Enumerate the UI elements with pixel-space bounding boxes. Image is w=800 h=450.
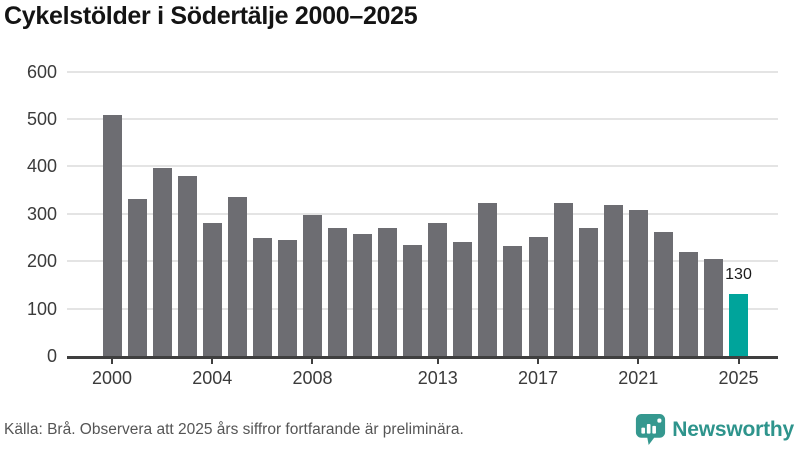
bar-2013 [428,222,448,356]
bar-2006 [252,237,272,356]
x-tick-2017 [537,358,540,364]
gridline-500 [67,117,778,120]
bar-2005 [227,196,247,356]
y-tick-label-100: 100 [26,298,57,319]
source-note: Källa: Brå. Observera att 2025 års siffr… [4,420,464,438]
value-label-highlight: 130 [725,266,752,284]
bar-2025 [729,294,748,356]
bar-2017 [528,236,548,356]
x-tick-2025 [737,358,740,364]
y-tick-label-500: 500 [26,108,57,129]
bar-2001 [127,199,147,356]
bar-2008 [302,214,322,356]
x-tick-2021 [637,358,640,364]
x-tick-label-2004: 2004 [192,368,233,388]
gridline-100 [67,307,778,310]
footer: Källa: Brå. Observera att 2025 års siffr… [4,413,794,446]
bar-2003 [177,175,197,356]
y-tick-label-300: 300 [26,203,57,224]
newsworthy-logo-icon [636,414,666,445]
bar-2016 [503,246,523,356]
bar-2022 [653,231,673,356]
y-tick-label-0: 0 [46,346,57,366]
y-tick-label-600: 600 [26,61,57,82]
x-tick-2013 [436,358,439,364]
bar-2010 [353,234,373,356]
y-tick-label-400: 400 [26,156,57,177]
bar-2024 [703,258,723,356]
newsworthy-brand: Newsworthy [635,413,794,446]
x-axis-line [67,356,778,359]
bar-2015 [478,203,498,356]
x-tick-label-2000: 2000 [91,368,133,388]
y-tick-label-200: 200 [26,251,57,272]
bar-2023 [678,252,698,356]
bar-2004 [202,223,222,356]
bar-2019 [578,227,598,356]
chart-title: Cykelstölder i Södertälje 2000–2025 [4,2,418,30]
bar-2018 [553,203,573,356]
x-tick-label-2025: 2025 [718,368,759,388]
newsworthy-wordmark: Newsworthy [672,417,794,441]
x-tick-label-2021: 2021 [618,368,659,388]
bar-2014 [453,241,473,356]
gridline-300 [67,212,778,215]
x-tick-2000 [111,358,113,364]
bar-2011 [378,227,398,356]
bar-2012 [403,244,423,356]
x-tick-2004 [211,358,214,364]
x-tick-label-2017: 2017 [517,368,559,388]
gridline-600 [67,70,778,73]
bar-2020 [603,205,623,356]
gridline-400 [67,165,778,168]
bar-2021 [628,210,648,356]
bar-2000 [102,115,122,356]
bar-2009 [328,228,348,356]
x-tick-label-2013: 2013 [417,368,458,388]
bar-2002 [152,167,172,356]
x-tick-label-2008: 2008 [292,368,333,388]
bar-2007 [277,240,297,356]
gridline-200 [67,260,778,263]
x-tick-2008 [311,358,314,364]
